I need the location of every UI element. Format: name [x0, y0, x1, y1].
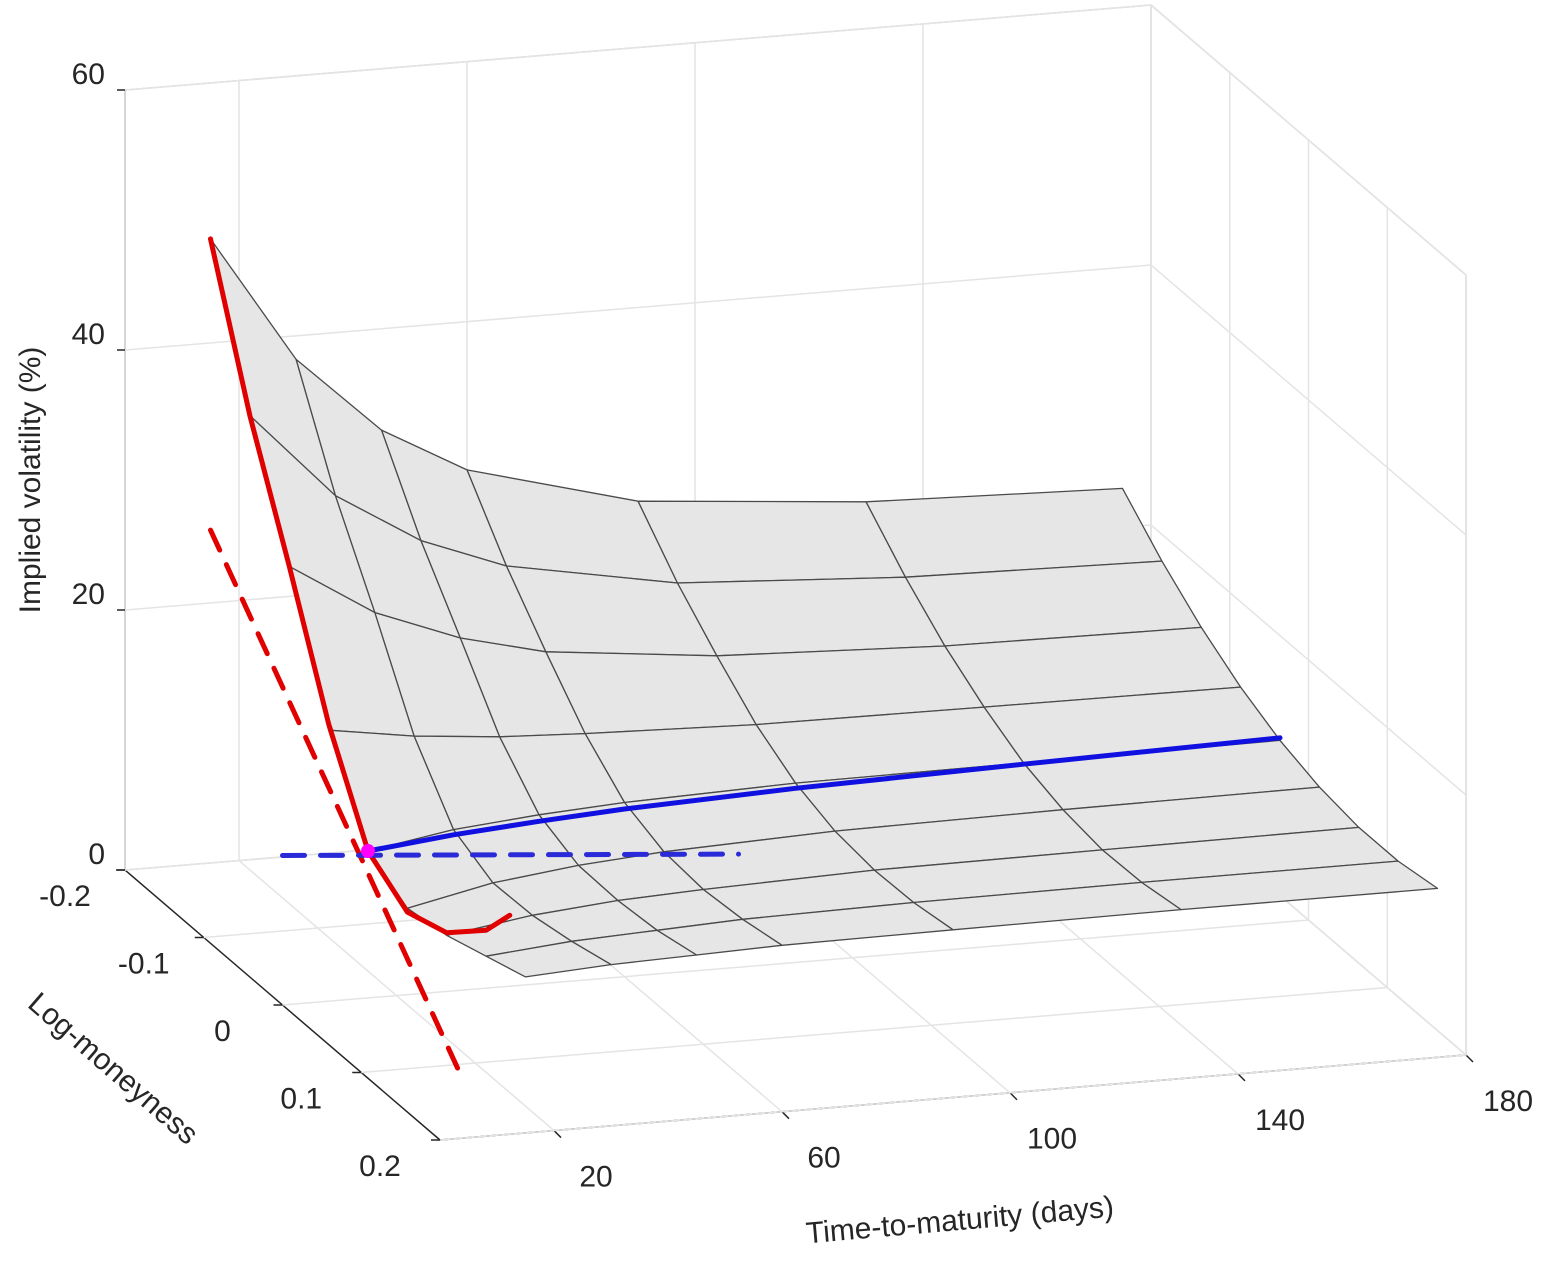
x-tick-label: 140: [1255, 1104, 1305, 1137]
x-tick: [1009, 1092, 1018, 1101]
z-tick-label: 20: [72, 578, 105, 611]
curve: [365, 735, 1283, 854]
x-tick-label: 100: [1027, 1123, 1077, 1156]
y-tick-label: 0: [214, 1015, 231, 1048]
y-axis-label: Log-moneyness: [22, 986, 205, 1151]
x-tick-label: 20: [579, 1160, 612, 1193]
curve: [280, 851, 741, 858]
x-tick-label: 180: [1483, 1085, 1533, 1118]
surface-patch: [637, 500, 907, 584]
z-tick-label: 60: [72, 58, 105, 91]
surface-patch: [676, 576, 946, 657]
grid-line: [124, 4, 1467, 276]
grid-line: [282, 140, 1310, 1006]
x-tick: [553, 1130, 562, 1139]
x-tick: [1465, 1054, 1474, 1063]
grid-line: [361, 207, 1389, 1074]
y-tick-label: 0.2: [359, 1150, 401, 1183]
marker-point: [361, 844, 375, 859]
y-tick-label: -0.2: [39, 880, 91, 913]
surface-patch: [485, 940, 612, 978]
z-tick-label: 40: [72, 318, 105, 351]
y-tick-label: -0.1: [118, 947, 170, 980]
x-tick-label: 60: [807, 1142, 840, 1175]
z-axis-label: Implied volatility (%): [14, 347, 47, 614]
curve: [208, 527, 465, 1082]
y-tick-label: 0.1: [280, 1082, 322, 1115]
grid-line: [439, 275, 1467, 1141]
x-axis-label: Time-to-maturity (days): [805, 1191, 1116, 1251]
x-tick: [1237, 1073, 1246, 1082]
x-tick: [781, 1111, 790, 1120]
z-tick-label: 0: [88, 838, 105, 871]
